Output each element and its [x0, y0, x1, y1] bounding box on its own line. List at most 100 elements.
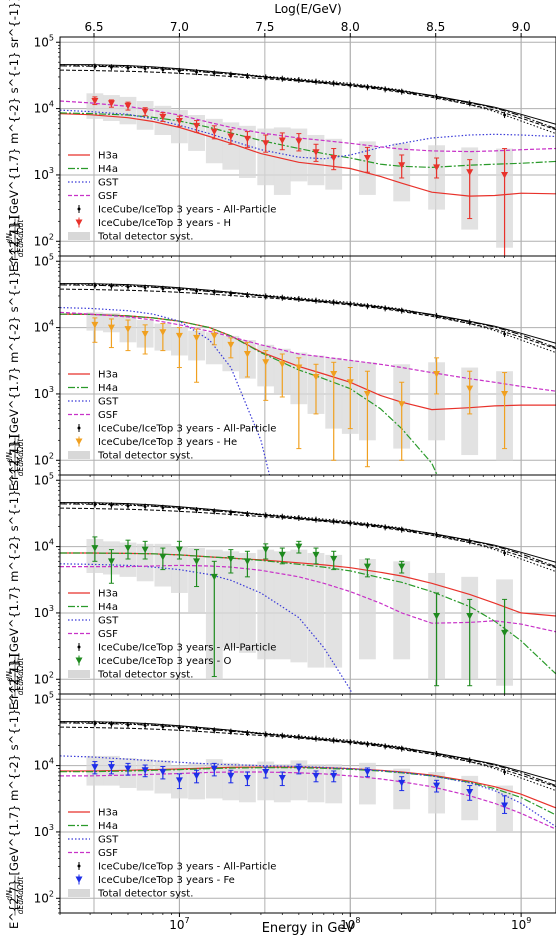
all-particle-model-H3a [60, 64, 556, 125]
all-particle-point [195, 70, 198, 74]
data-point-He [243, 350, 251, 358]
data-point-He [398, 401, 406, 408]
y-tick-label-0: 102 [34, 889, 54, 905]
legend-label-0: H3a [98, 589, 118, 600]
data-point-O [141, 546, 149, 554]
data-point-Fe [433, 782, 441, 790]
data-point-He [330, 370, 338, 378]
data-point-O [262, 546, 270, 554]
x-tick-label-2: 109 [511, 916, 531, 932]
syst-band [307, 553, 325, 668]
all-particle-point [332, 738, 336, 742]
y-axis-label: E^{2.7} [GeV^{1.7} m^{-2} s^{-1} sr^{-1}… [5, 216, 25, 491]
data-point-H [210, 128, 218, 136]
legend-label-1: H4a [98, 164, 118, 175]
all-particle-point [383, 87, 387, 91]
legend-label-5: IceCube/IceTop 3 years - H [98, 218, 231, 229]
legend-label-2: GST [98, 397, 119, 408]
y-tick-label-2-exp: 4 [49, 100, 54, 109]
syst-band [239, 553, 256, 653]
data-point-He [107, 324, 115, 332]
data-point-O [91, 545, 99, 552]
legend-label-3: GSF [98, 191, 118, 202]
data-point-He [262, 359, 270, 366]
all-particle-point [143, 724, 147, 728]
syst-band [239, 125, 256, 178]
x-tick-label-0-base: 10 [169, 918, 184, 932]
all-particle-point [212, 728, 216, 732]
all-particle-model-H3a [60, 721, 556, 782]
y-tick-label-0-base: 10 [34, 453, 49, 467]
syst-band [290, 128, 308, 182]
all-particle-point [161, 725, 165, 729]
x-tick-label-1: 108 [340, 916, 360, 932]
all-particle-point [110, 503, 113, 507]
legend-O: H3a H4a GST GSF IceCube/IceTop 3 years - All… [68, 589, 276, 681]
all-particle-point [314, 518, 318, 522]
all-particle-point [280, 296, 284, 300]
data-point-Fe [330, 772, 338, 780]
legend-swatch-all-particle-dot [77, 426, 81, 430]
syst-band [307, 764, 325, 803]
data-point-He [363, 390, 371, 398]
all-particle-point [435, 314, 438, 318]
all-particle-point [348, 740, 352, 744]
legend-label-6: Total detector syst. [97, 451, 193, 462]
all-particle-point [212, 71, 216, 75]
legend-label-2: GST [98, 178, 119, 189]
all-particle-point [297, 78, 301, 82]
syst-band [119, 542, 137, 577]
syst-band [222, 551, 240, 648]
panel-plot-area [60, 694, 556, 913]
y-tick-label-1-base: 10 [34, 825, 49, 839]
all-particle-point [93, 503, 97, 506]
top-tick-label-5: 9.0 [512, 20, 531, 34]
all-particle-point [178, 69, 181, 73]
data-point-H [91, 98, 99, 105]
top-axis: Log(E/GeV) 6.5 7.0 7.5 8.0 8.5 9.0 [84, 2, 531, 37]
legend-label-2: GST [98, 835, 119, 846]
y-tick-label-3-exp: 5 [49, 690, 54, 699]
syst-band [222, 122, 240, 170]
all-particle-point [126, 66, 130, 70]
all-particle-point [503, 113, 506, 117]
legend-swatch-series [75, 657, 83, 664]
y-tick-label-1-base: 10 [34, 168, 49, 182]
legend-label-0: H3a [98, 808, 118, 819]
all-particle-point [264, 76, 268, 79]
y-tick-label-3-exp: 5 [49, 471, 54, 480]
data-point-H [278, 137, 286, 145]
model-GST-O [60, 563, 353, 694]
data-point-H [466, 169, 474, 176]
data-point-He [278, 361, 286, 368]
all-particle-point [348, 521, 352, 525]
y-tick-label-0-exp: 2 [49, 232, 54, 241]
all-particle-point [246, 293, 249, 297]
top-tick-label-1: 7.0 [170, 20, 189, 34]
legend-label-6: Total detector syst. [97, 232, 193, 243]
data-point-O [193, 558, 201, 565]
all-particle-model-GSF [60, 288, 556, 350]
data-point-H [312, 149, 320, 156]
y-tick-label-1-exp: 3 [49, 385, 54, 394]
all-particle-point [400, 747, 404, 751]
y-tick-label-0-base: 10 [34, 891, 49, 905]
all-particle-point [366, 85, 369, 89]
all-particle-point [110, 722, 113, 726]
all-particle-point [126, 504, 130, 508]
data-point-O [243, 558, 251, 565]
all-particle-model-GSF [60, 726, 556, 788]
all-particle-point [400, 528, 404, 532]
legend-label-0: H3a [98, 151, 118, 162]
syst-band [257, 761, 275, 801]
data-point-Fe [398, 779, 406, 787]
data-point-Fe [210, 765, 218, 773]
all-particle-point [314, 299, 318, 303]
y-tick-label-0: 102 [34, 232, 54, 248]
legend-label-4: IceCube/IceTop 3 years - All-Particle [98, 862, 276, 873]
x-tick-label-1-exp: 8 [355, 916, 360, 925]
all-particle-point [93, 284, 97, 287]
all-particle-point [366, 742, 369, 746]
